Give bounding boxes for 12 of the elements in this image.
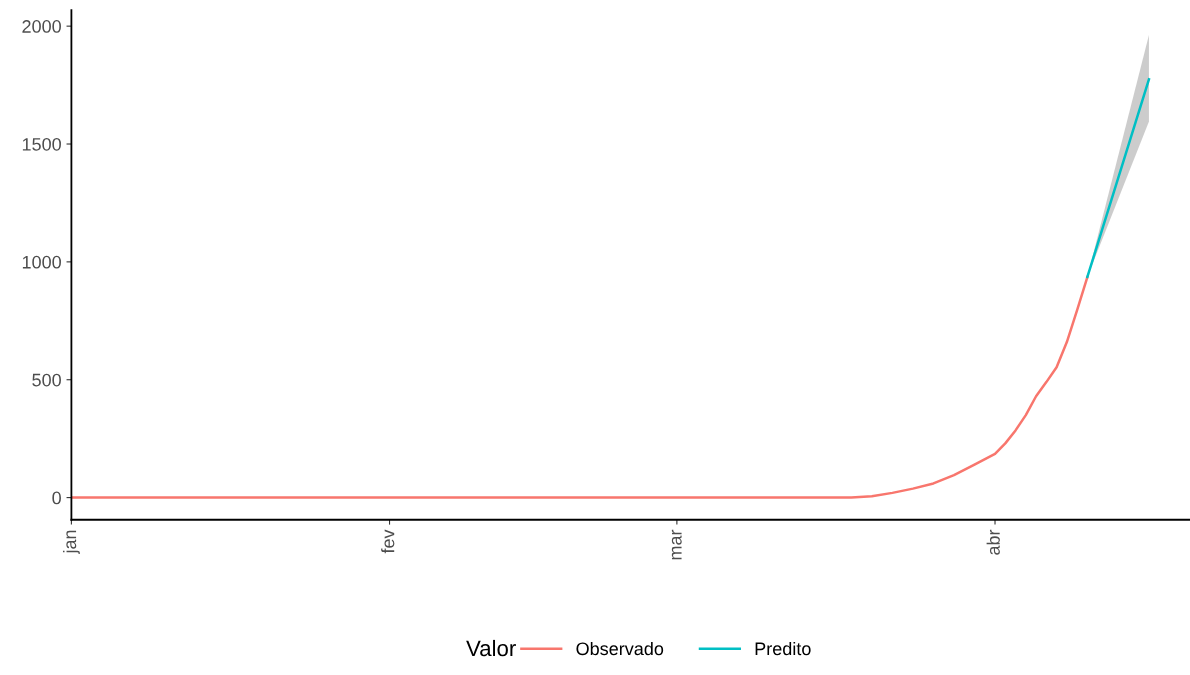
legend-title: Valor — [466, 639, 516, 657]
y-tick-label: 500 — [32, 373, 61, 387]
y-tick-label: 0 — [52, 491, 61, 505]
legend-label: Predito — [755, 641, 811, 656]
x-tick-label: jan — [62, 530, 80, 555]
y-tick-label: 2000 — [22, 20, 61, 33]
y-tick-label: 1000 — [22, 255, 61, 269]
x-tick-label: fev — [381, 529, 395, 554]
y-tick-label: 1500 — [22, 137, 61, 151]
x-tick-label: mar — [671, 529, 682, 560]
legend-label: Observado — [576, 641, 664, 656]
x-tick-label: abr — [986, 529, 1000, 555]
